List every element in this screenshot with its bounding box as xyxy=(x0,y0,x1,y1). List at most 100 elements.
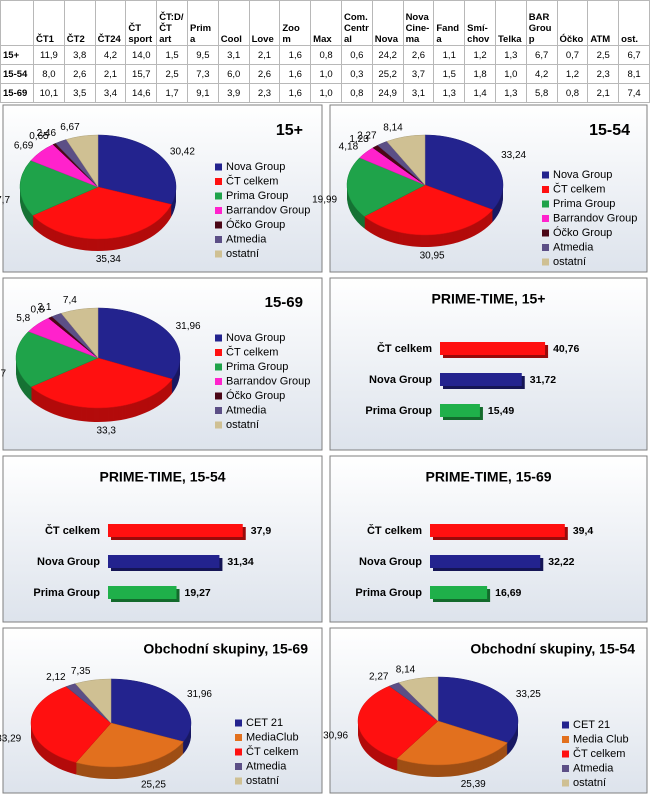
legend-label: ostatní xyxy=(226,419,259,431)
legend-label: Nova Group xyxy=(226,161,285,173)
legend-swatch xyxy=(215,334,222,342)
data-label: 40,76 xyxy=(553,343,579,355)
category-label: Prima Group xyxy=(33,587,100,599)
legend-label: Atmedia xyxy=(573,762,614,774)
data-label: 7,35 xyxy=(71,666,91,677)
legend-swatch xyxy=(562,721,569,729)
table-cell: 8,1 xyxy=(618,64,650,84)
table-body: 15+ 11,9 3,8 4,2 14,0 1,5 9,5 3,1 2,1 1,6 0,8 0,6 24… xyxy=(0,45,650,103)
bar xyxy=(440,404,480,417)
legend-swatch xyxy=(562,779,569,787)
table-cell: 1,3 xyxy=(494,45,527,65)
legend-swatch xyxy=(215,178,222,185)
table-row: 15-69 10,1 3,5 3,4 14,6 1,7 9,1 3,9 2,3 1,6 1,0 0,8… xyxy=(0,83,650,103)
data-label: 2,46 xyxy=(37,128,57,139)
legend-label: Atmedia xyxy=(246,760,287,772)
table-cell: 1,0 xyxy=(494,64,527,84)
pie-slice xyxy=(97,307,181,380)
pie-slice xyxy=(424,134,504,211)
legend-label: CET 21 xyxy=(573,719,610,731)
column-header: Prima xyxy=(186,0,219,46)
legend-swatch xyxy=(215,221,222,229)
chart-title: 15+ xyxy=(276,122,303,139)
category-label: Nova Group xyxy=(369,374,432,386)
data-label: 16,69 xyxy=(495,587,521,599)
column-header: ČT2 xyxy=(63,0,96,46)
legend-swatch xyxy=(215,407,222,414)
legend-label: ostatní xyxy=(573,777,606,789)
table-cell: 15,7 xyxy=(125,64,158,84)
table-cell: 2,5 xyxy=(156,64,188,84)
table-row: 15-54 8,0 2,6 2,1 15,7 2,5 7,3 6,0 2,6 1,6 1,0 0,3 2… xyxy=(0,64,650,84)
legend-label: MediaClub xyxy=(246,731,299,743)
column-header: ČT1 xyxy=(33,0,65,46)
table-cell: 1,4 xyxy=(464,83,496,103)
column-header: ČT:D/ČT art xyxy=(156,0,188,46)
column-header: ČT sport xyxy=(125,0,158,46)
table-cell: 1,0 xyxy=(310,83,342,103)
category-label: Nova Group xyxy=(37,556,100,568)
legend-swatch xyxy=(215,421,222,429)
table-cell: 2,3 xyxy=(248,83,281,103)
table-cell: 1,0 xyxy=(310,64,342,84)
row-label: 15+ xyxy=(0,45,34,65)
table-cell: 1,5 xyxy=(156,45,188,65)
legend-swatch xyxy=(542,171,549,179)
table-cell: 0,8 xyxy=(556,83,589,103)
chart-title: Obchodní skupiny, 15-69 xyxy=(143,641,308,657)
category-label: Prima Group xyxy=(355,587,422,599)
legend-swatch xyxy=(235,734,242,741)
legend-label: Prima Group xyxy=(226,361,288,373)
table-cell: 6,0 xyxy=(217,64,250,84)
data-label: 2,12 xyxy=(46,672,66,683)
data-label: 33,29 xyxy=(0,733,22,744)
data-label: 5,8 xyxy=(16,313,30,324)
table-cell: 3,9 xyxy=(217,83,250,103)
legend-label: Barrandov Group xyxy=(226,375,310,387)
legend-swatch xyxy=(215,163,222,171)
table-cell: 1,2 xyxy=(556,64,589,84)
legend-label: Media Club xyxy=(573,733,629,745)
legend-swatch xyxy=(542,200,549,208)
data-label: 19,99 xyxy=(312,195,337,206)
table-cell: 9,1 xyxy=(186,83,219,103)
data-label: 30,95 xyxy=(420,250,445,261)
legend-label: ČT celkem xyxy=(553,182,605,195)
legend-label: Nova Group xyxy=(226,332,285,344)
legend-label: ostatní xyxy=(246,775,279,787)
legend-label: Óčko Group xyxy=(553,226,612,239)
data-label: 30,42 xyxy=(170,146,195,157)
table-cell: 7,4 xyxy=(618,83,650,103)
table-cell: 2,1 xyxy=(587,83,620,103)
data-label: 17,7 xyxy=(0,195,10,206)
legend-label: ČT celkem xyxy=(246,745,298,758)
column-header: Telka xyxy=(494,0,527,46)
pie-slice xyxy=(437,676,519,744)
pie-slice xyxy=(398,676,439,722)
row-label: 15-69 xyxy=(0,83,34,103)
legend-label: Atmedia xyxy=(226,233,267,245)
table-cell: 2,6 xyxy=(248,64,281,84)
data-label: 0,65 xyxy=(29,131,49,142)
legend-swatch xyxy=(542,215,549,222)
table-cell: 3,5 xyxy=(63,83,96,103)
category-label: ČT celkem xyxy=(377,342,432,355)
bar xyxy=(108,586,177,599)
bar xyxy=(430,524,565,537)
legend-swatch xyxy=(562,736,569,743)
data-label: 25,39 xyxy=(461,779,486,790)
pie-slice xyxy=(386,134,426,186)
data-label: 19,27 xyxy=(185,587,211,599)
bar xyxy=(108,524,243,537)
data-label: 6,69 xyxy=(14,140,34,151)
bar xyxy=(440,373,522,386)
table-cell: 3,1 xyxy=(217,45,250,65)
pie-slice xyxy=(363,184,494,236)
column-header: Love xyxy=(248,0,281,46)
table-cell: 3,8 xyxy=(63,45,96,65)
legend-swatch xyxy=(215,250,222,258)
pie-slice xyxy=(75,722,184,768)
table-cell: 1,1 xyxy=(433,45,466,65)
legend-label: Atmedia xyxy=(553,241,594,253)
data-label: 0,8 xyxy=(31,305,45,316)
